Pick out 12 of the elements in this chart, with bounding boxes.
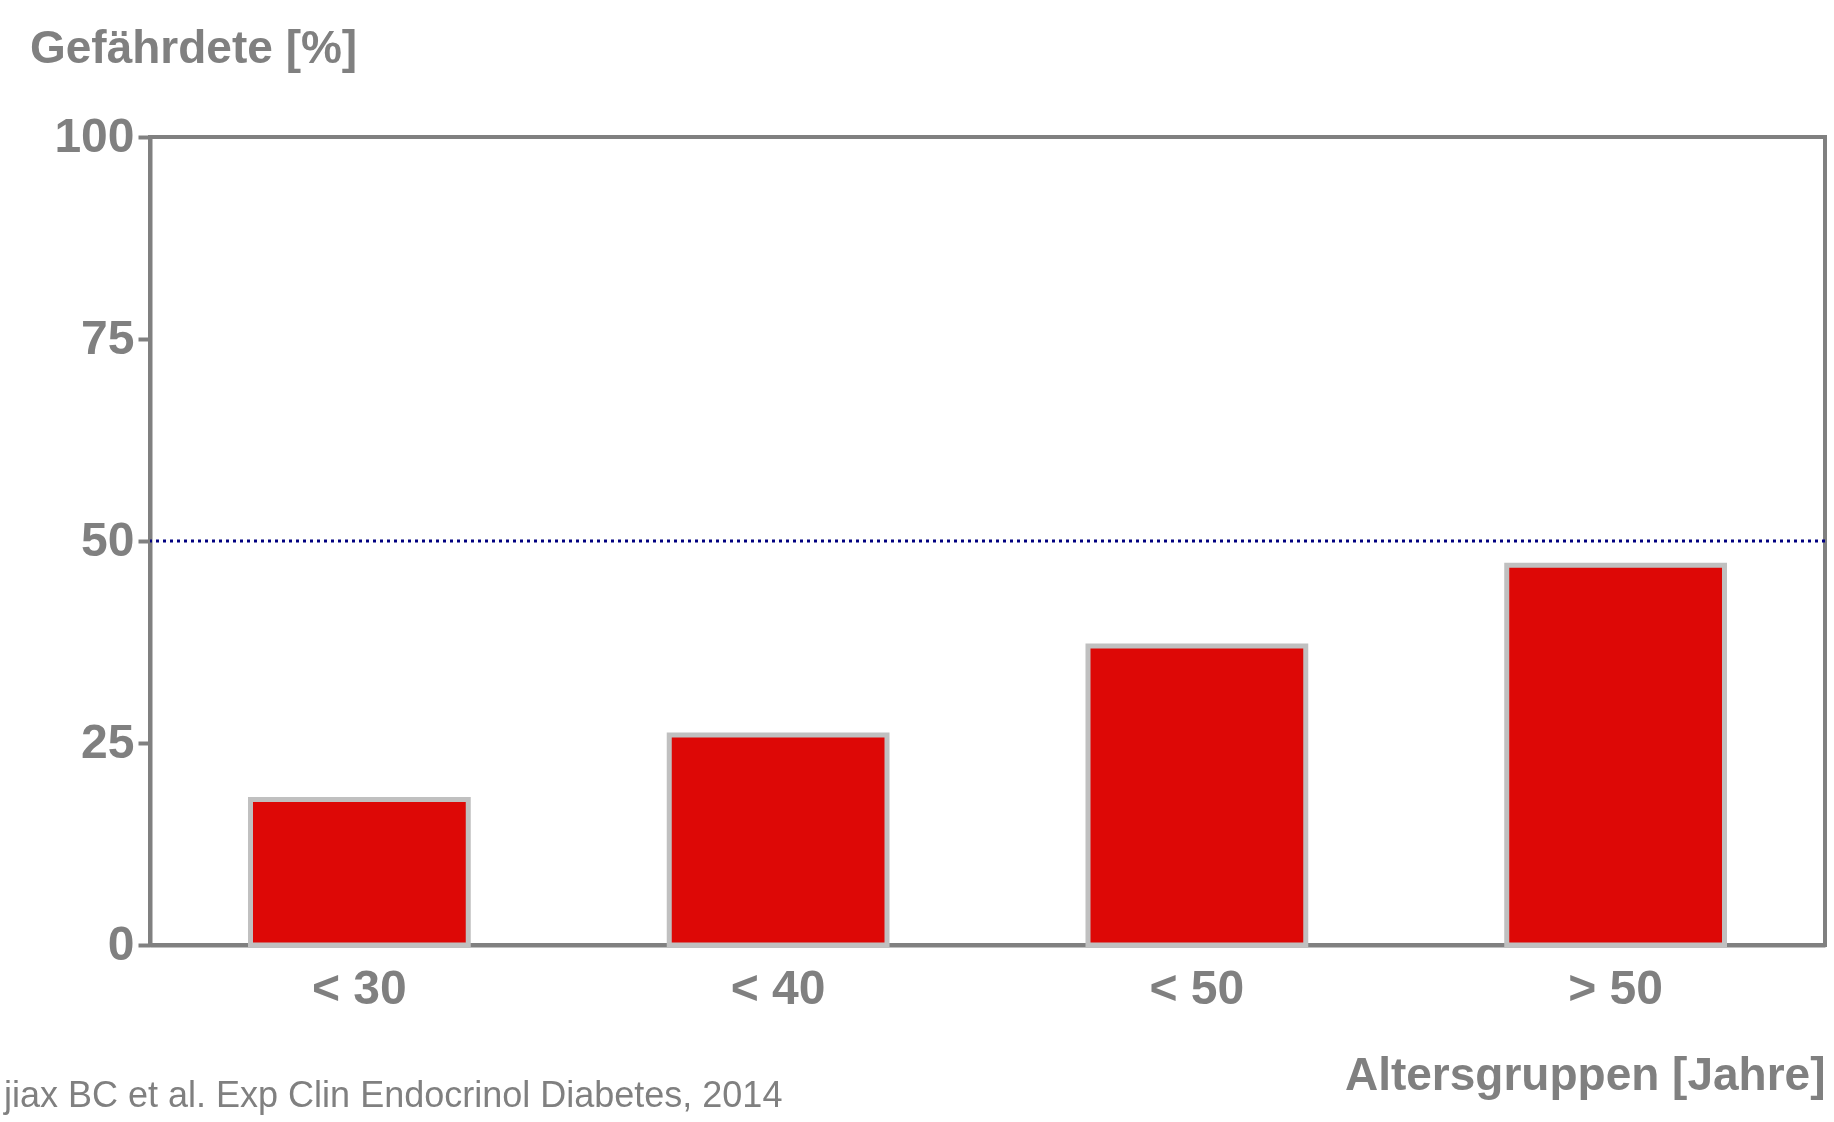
y-tick-label: 50: [81, 512, 135, 566]
y-axis-title: Gefährdete [%]: [30, 21, 358, 73]
x-axis-title: Altersgruppen [Jahre]: [1344, 1047, 1826, 1100]
y-tick-label: 25: [81, 714, 135, 768]
x-tick-label: > 50: [1568, 960, 1664, 1014]
y-tick-label: 0: [107, 916, 135, 970]
x-tick-label: < 40: [730, 960, 826, 1014]
y-tick-label: 75: [81, 310, 135, 364]
text: jiax BC et al. Exp Clin Endocrinol Diabetes, 2014: [3, 1074, 783, 1115]
x-tick-label: < 30: [311, 960, 407, 1014]
x-tick-label: < 50: [1149, 960, 1245, 1014]
y-tick-label: 100: [54, 108, 135, 162]
